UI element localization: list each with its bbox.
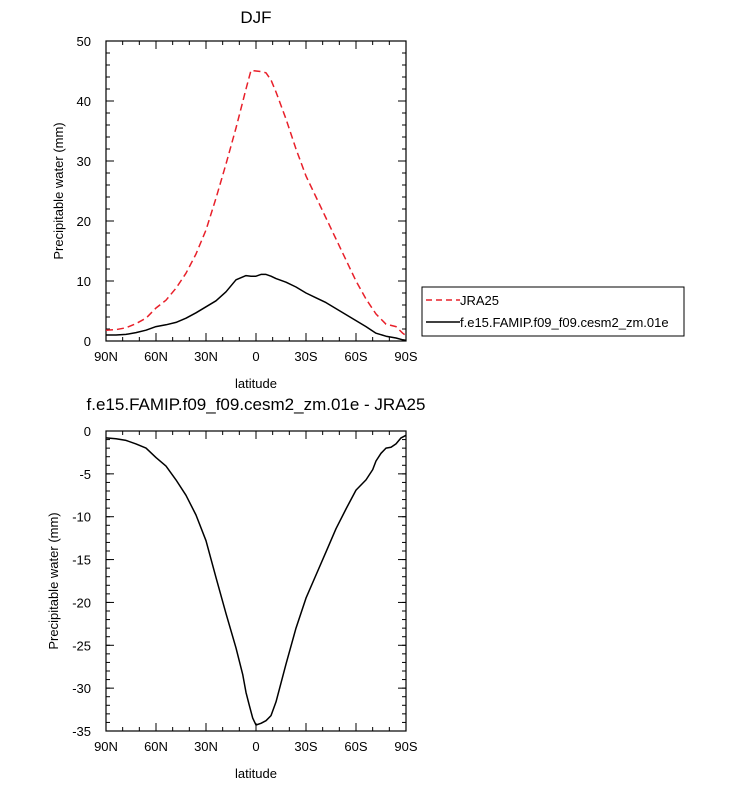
y-tick-label: 20 xyxy=(77,214,91,229)
y-tick-label: 30 xyxy=(77,154,91,169)
top-panel: DJF 90N 60N 30N 0 30S 60S 90S 0 10 20 30 40 50 latit… xyxy=(51,8,685,391)
y-tick-label: 40 xyxy=(77,94,91,109)
top-series-group xyxy=(105,69,407,342)
x-tick-label: 90S xyxy=(394,739,417,754)
top-x-axis-label: latitude xyxy=(235,376,277,391)
legend-label-jra25: JRA25 xyxy=(460,293,499,308)
x-tick-label: 0 xyxy=(252,739,259,754)
y-tick-label: -10 xyxy=(72,510,91,525)
x-tick-label: 30S xyxy=(294,739,317,754)
y-tick-label: 50 xyxy=(77,34,91,49)
x-tick-label: 60S xyxy=(344,349,367,364)
legend-box xyxy=(421,286,685,337)
x-tick-label: 60N xyxy=(144,349,168,364)
x-tick-label: 30N xyxy=(194,349,218,364)
top-y-axis-label: Precipitable water (mm) xyxy=(51,122,66,259)
y-tick-label: -5 xyxy=(79,467,91,482)
legend-label-cesm2: f.e15.FAMIP.f09_f09.cesm2_zm.01e xyxy=(460,315,669,330)
y-tick-label: 0 xyxy=(84,334,91,349)
bottom-series-group xyxy=(105,434,407,726)
bottom-panel: f.e15.FAMIP.f09_f09.cesm2_zm.01e - JRA25… xyxy=(46,395,425,781)
y-tick-label: -35 xyxy=(72,724,91,739)
y-tick-label: -30 xyxy=(72,681,91,696)
x-tick-label: 30N xyxy=(194,739,218,754)
bottom-y-axis-label: Precipitable water (mm) xyxy=(46,512,61,649)
bottom-x-axis-label: latitude xyxy=(235,766,277,781)
x-tick-label: 60N xyxy=(144,739,168,754)
bottom-plot-frame xyxy=(105,430,407,732)
top-axis-ticks: 90N 60N 30N 0 30S 60S 90S 0 10 20 30 40 50 xyxy=(77,34,418,364)
x-tick-label: 90N xyxy=(94,349,118,364)
y-tick-label: -25 xyxy=(72,638,91,653)
series-line-panel1-0 xyxy=(105,434,407,726)
bottom-chart-title: f.e15.FAMIP.f09_f09.cesm2_zm.01e - JRA25 xyxy=(87,395,426,414)
legend: JRA25 f.e15.FAMIP.f09_f09.cesm2_zm.01e xyxy=(421,286,685,337)
y-tick-label: -20 xyxy=(72,595,91,610)
x-tick-label: 60S xyxy=(344,739,367,754)
top-plot-frame xyxy=(105,40,407,342)
x-tick-label: 90S xyxy=(394,349,417,364)
x-tick-label: 30S xyxy=(294,349,317,364)
top-chart-title: DJF xyxy=(240,8,271,27)
x-tick-label: 0 xyxy=(252,349,259,364)
series-line-f-e15-famip-f09-f09-cesm2-zm-01e xyxy=(106,273,407,342)
series-line-jra25 xyxy=(105,69,407,337)
y-tick-label: -15 xyxy=(72,553,91,568)
y-tick-label: 0 xyxy=(84,424,91,439)
bottom-axis-ticks: 90N 60N 30N 0 30S 60S 90S 0 -5 -10 -15 -20 -25 -30 -35 xyxy=(72,424,418,754)
x-tick-label: 90N xyxy=(94,739,118,754)
y-tick-label: 10 xyxy=(77,274,91,289)
